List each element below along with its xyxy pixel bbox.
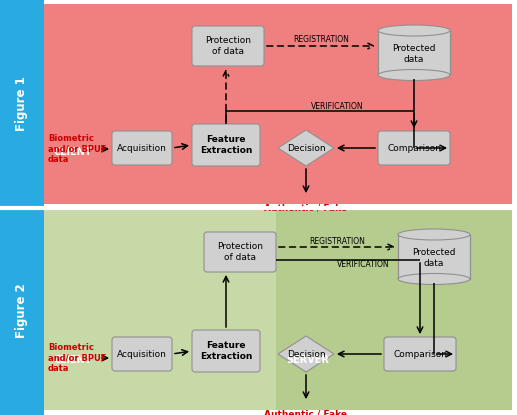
Polygon shape bbox=[278, 130, 334, 166]
Text: VERIFICATION: VERIFICATION bbox=[311, 102, 363, 110]
Text: Acquisition: Acquisition bbox=[117, 144, 167, 152]
Bar bbox=[44, 210, 276, 410]
Text: Feature
Extraction: Feature Extraction bbox=[200, 341, 252, 361]
Text: Protection
of data: Protection of data bbox=[205, 36, 251, 56]
FancyBboxPatch shape bbox=[192, 330, 260, 372]
Text: SERVER: SERVER bbox=[286, 355, 329, 365]
FancyBboxPatch shape bbox=[192, 26, 264, 66]
Text: Comparison: Comparison bbox=[393, 349, 447, 359]
FancyBboxPatch shape bbox=[112, 337, 172, 371]
Text: CLIENT: CLIENT bbox=[54, 355, 93, 365]
Text: VERIFICATION: VERIFICATION bbox=[337, 259, 390, 269]
Bar bbox=[44, 4, 512, 204]
Polygon shape bbox=[278, 336, 334, 372]
Bar bbox=[378, 30, 450, 75]
Ellipse shape bbox=[378, 25, 450, 36]
Text: Protected
data: Protected data bbox=[392, 44, 436, 63]
FancyBboxPatch shape bbox=[112, 131, 172, 165]
Text: CLIENT: CLIENT bbox=[54, 147, 93, 157]
FancyBboxPatch shape bbox=[384, 337, 456, 371]
Bar bbox=[44, 210, 512, 410]
Bar bbox=[0, 0, 44, 415]
Ellipse shape bbox=[378, 69, 450, 81]
Text: REGISTRATION: REGISTRATION bbox=[293, 36, 349, 44]
Text: Acquisition: Acquisition bbox=[117, 349, 167, 359]
Text: Protected
data: Protected data bbox=[412, 248, 456, 268]
Ellipse shape bbox=[398, 273, 470, 285]
Text: Figure 1: Figure 1 bbox=[16, 77, 28, 132]
Text: Figure 2: Figure 2 bbox=[16, 283, 28, 338]
Text: Protection
of data: Protection of data bbox=[217, 242, 263, 262]
Text: Authentic / Fake: Authentic / Fake bbox=[265, 203, 347, 212]
Text: Feature
Extraction: Feature Extraction bbox=[200, 135, 252, 155]
Text: Comparison: Comparison bbox=[387, 144, 441, 152]
Text: Biometric
and/or BPUF
data: Biometric and/or BPUF data bbox=[48, 343, 107, 373]
Bar bbox=[398, 234, 470, 279]
FancyBboxPatch shape bbox=[204, 232, 276, 272]
Text: Decision: Decision bbox=[287, 349, 325, 359]
Text: Biometric
and/or BPUF
data: Biometric and/or BPUF data bbox=[48, 134, 107, 164]
Ellipse shape bbox=[398, 229, 470, 240]
FancyBboxPatch shape bbox=[378, 131, 450, 165]
Text: Decision: Decision bbox=[287, 144, 325, 152]
Text: Authentic / Fake: Authentic / Fake bbox=[265, 410, 347, 415]
Text: REGISTRATION: REGISTRATION bbox=[309, 237, 365, 246]
FancyBboxPatch shape bbox=[192, 124, 260, 166]
